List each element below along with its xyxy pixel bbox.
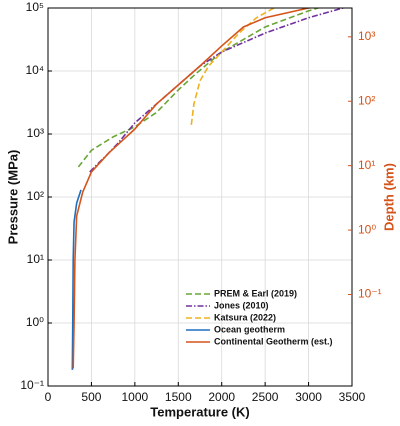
y-axis-label: Pressure (MPa) bbox=[5, 150, 20, 245]
series-line bbox=[72, 8, 316, 369]
series-line bbox=[77, 8, 321, 168]
legend-label: Katsura (2022) bbox=[214, 312, 276, 322]
series-line bbox=[190, 8, 276, 125]
x-tick-label: 1000 bbox=[122, 390, 149, 404]
series-line bbox=[89, 8, 346, 173]
y-tick-label: 10⁻¹ bbox=[20, 378, 44, 392]
x-tick-label: 1500 bbox=[165, 390, 192, 404]
legend-label: Jones (2010) bbox=[214, 300, 269, 310]
x-tick-label: 2500 bbox=[252, 390, 279, 404]
series-line bbox=[71, 189, 82, 370]
legend-label: Continental Geotherm (est.) bbox=[214, 336, 333, 346]
y-tick-label: 10¹ bbox=[27, 252, 44, 266]
y-tick-label: 10³ bbox=[27, 126, 44, 140]
x-tick-label: 0 bbox=[45, 390, 52, 404]
x-tick-label: 3000 bbox=[295, 390, 322, 404]
legend-label: Ocean geotherm bbox=[214, 324, 285, 334]
x-axis-label: Temperature (K) bbox=[150, 404, 249, 419]
y2-tick-label: 10² bbox=[358, 93, 375, 107]
y-tick-label: 10⁵ bbox=[26, 0, 44, 14]
x-tick-label: 500 bbox=[81, 390, 101, 404]
y2-axis-label: Depth (km) bbox=[381, 163, 396, 231]
legend-label: PREM & Earl (2019) bbox=[214, 288, 297, 298]
y2-tick-label: 10⁰ bbox=[358, 222, 376, 236]
x-tick-label: 2000 bbox=[208, 390, 235, 404]
axes: 0 500 1000 1500 2000 2500 3000 3500 10⁻¹ 10⁰ 10¹ 10… bbox=[20, 0, 381, 404]
y2-tick-label: 10⁻¹ bbox=[358, 287, 382, 301]
plot-area bbox=[71, 8, 346, 370]
legend: PREM & Earl (2019) Jones (2010) Katsura (2… bbox=[186, 288, 333, 346]
y-tick-label: 10² bbox=[27, 189, 44, 203]
y2-tick-label: 10¹ bbox=[358, 158, 375, 172]
y-tick-label: 10⁴ bbox=[25, 63, 44, 77]
y2-tick-label: 10³ bbox=[358, 29, 375, 43]
x-tick-label: 3500 bbox=[339, 390, 366, 404]
y-tick-label: 10⁰ bbox=[26, 315, 44, 329]
